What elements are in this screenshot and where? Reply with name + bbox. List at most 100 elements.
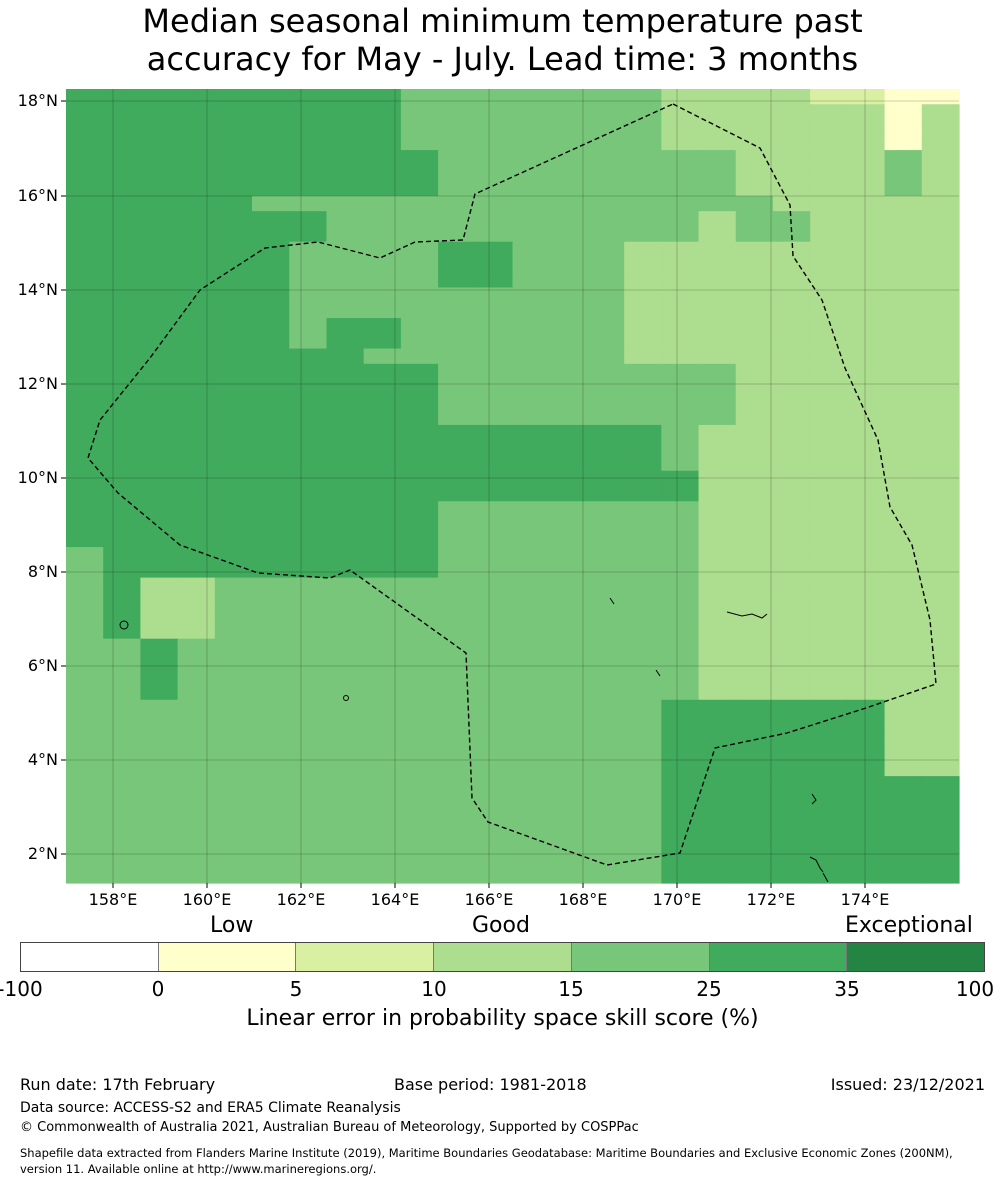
skill-cell <box>810 165 848 182</box>
skill-cell <box>772 730 811 747</box>
skill-cell <box>214 470 253 487</box>
skill-cell <box>252 623 290 640</box>
skill-cell <box>177 531 216 548</box>
skill-cell <box>326 348 365 365</box>
skill-cell <box>772 287 811 304</box>
skill-cell <box>475 394 514 411</box>
skill-cell <box>326 653 365 670</box>
skill-cell <box>140 852 179 869</box>
skill-cell <box>847 669 886 686</box>
skill-cell <box>66 455 104 472</box>
skill-cell <box>772 379 811 395</box>
skill-cell <box>326 287 365 304</box>
skill-cell <box>252 440 290 457</box>
skill-cell <box>363 608 402 625</box>
skill-cell <box>884 867 923 884</box>
skill-cell <box>289 226 328 243</box>
skill-cell <box>921 318 960 334</box>
skill-cell <box>810 256 848 273</box>
skill-cell <box>177 119 216 136</box>
skill-cell <box>884 699 923 716</box>
skill-cell <box>289 180 328 197</box>
skill-cell <box>438 272 476 289</box>
skill-cell <box>177 302 216 319</box>
skill-cell <box>438 730 476 747</box>
skill-cell <box>921 195 960 212</box>
skill-cell <box>586 760 625 777</box>
skill-cell <box>400 195 439 212</box>
skill-cell <box>661 592 700 609</box>
skill-cell <box>884 684 923 701</box>
skill-cell <box>363 470 402 487</box>
skill-cell <box>400 623 439 640</box>
skill-cell <box>363 486 402 502</box>
skill-cell <box>289 852 328 869</box>
skill-cell <box>847 501 886 518</box>
skill-cell <box>363 241 402 258</box>
skill-cell <box>735 806 774 823</box>
skill-cell <box>661 730 700 747</box>
skill-cell <box>363 715 402 731</box>
skill-cell <box>177 730 216 747</box>
skill-cell <box>624 760 662 777</box>
skill-cell <box>177 760 216 777</box>
skill-cell <box>140 241 179 258</box>
colorbar-swatch-3 <box>296 943 435 971</box>
skill-cell <box>698 730 737 747</box>
skill-cell <box>586 837 625 854</box>
skill-cell <box>624 134 662 151</box>
skill-cell <box>735 715 774 731</box>
skill-cell <box>549 302 588 319</box>
skill-cell <box>549 638 588 655</box>
skill-cell <box>363 531 402 548</box>
skill-cell <box>884 394 923 411</box>
skill-cell <box>103 776 142 792</box>
skill-cell <box>921 653 960 670</box>
skill-cell <box>847 363 886 380</box>
skill-cell <box>400 730 439 747</box>
skill-cell <box>363 791 402 808</box>
issued-date: Issued: 23/12/2021 <box>830 1075 985 1094</box>
skill-cell <box>326 837 365 854</box>
skill-cell <box>363 394 402 411</box>
skill-cell <box>661 363 700 380</box>
skill-cell <box>177 867 216 884</box>
skill-cell <box>512 287 551 304</box>
skill-cell <box>921 806 960 823</box>
skill-cell <box>698 104 737 121</box>
skill-cell <box>177 150 216 166</box>
skill-cell <box>772 394 811 411</box>
skill-cell <box>475 409 514 426</box>
skill-cell <box>847 318 886 334</box>
skill-cell <box>363 684 402 701</box>
skill-cell <box>921 821 960 838</box>
skill-cell <box>438 363 476 380</box>
skill-cell <box>438 394 476 411</box>
skill-cell <box>847 424 886 441</box>
skill-cell <box>512 363 551 380</box>
skill-cell <box>66 211 104 228</box>
skill-cell <box>252 424 290 441</box>
skill-cell <box>289 363 328 380</box>
skill-cell <box>847 638 886 655</box>
skill-cell <box>698 501 737 518</box>
skill-cell <box>512 821 551 838</box>
colorbar-title: Linear error in probability space skill … <box>246 1006 759 1031</box>
skill-cell <box>326 180 365 197</box>
skill-cell <box>326 592 365 609</box>
skill-cell <box>140 440 179 457</box>
skill-cell <box>661 684 700 701</box>
skill-cell <box>363 577 402 594</box>
skill-cell <box>847 379 886 395</box>
skill-cell <box>475 608 514 625</box>
skill-cell <box>884 776 923 792</box>
skill-cell <box>363 272 402 289</box>
skill-cell <box>326 165 365 182</box>
skill-cell <box>326 669 365 686</box>
skill-cell <box>438 867 476 884</box>
skill-cell <box>512 379 551 395</box>
skill-cell <box>289 195 328 212</box>
skill-cell <box>140 638 179 655</box>
skill-cell <box>810 638 848 655</box>
skill-cell <box>512 806 551 823</box>
